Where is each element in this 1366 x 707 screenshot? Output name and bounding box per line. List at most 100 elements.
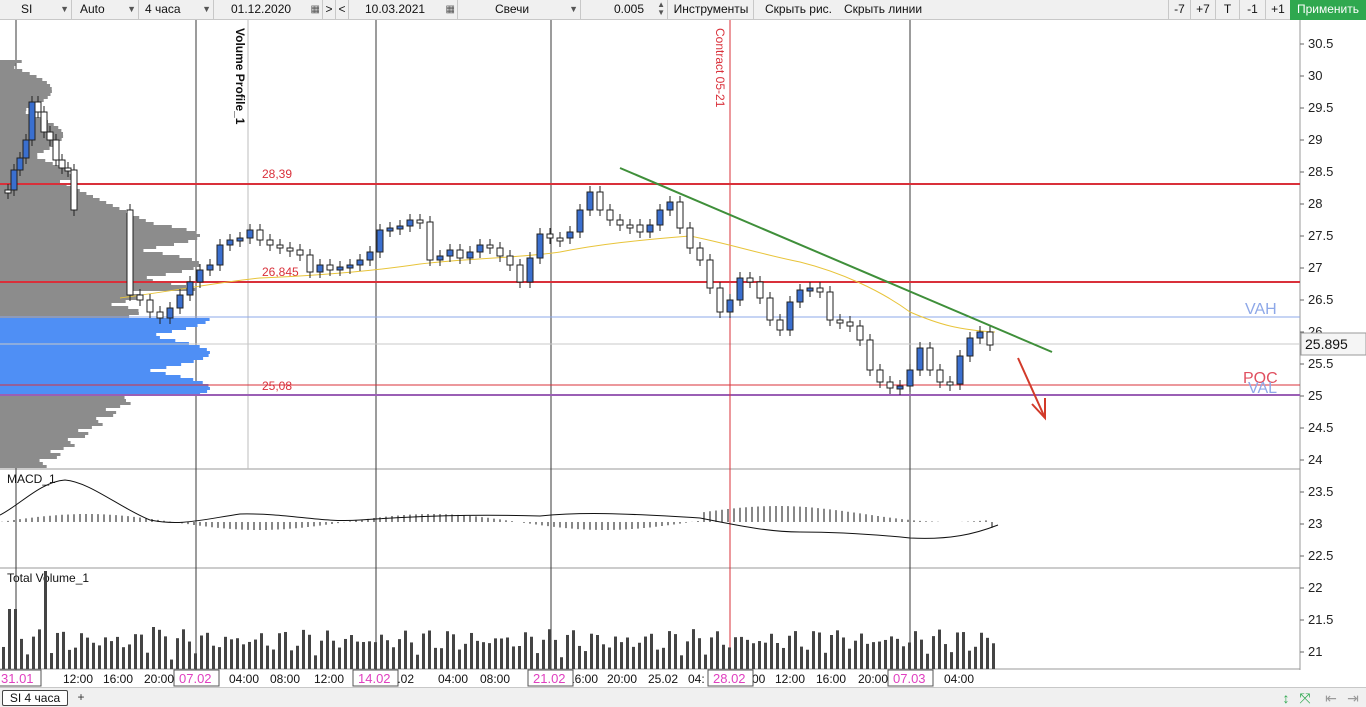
- profile-bar: [0, 387, 210, 390]
- time-tick-label: 04:: [688, 672, 705, 686]
- profile-bar: [0, 303, 112, 306]
- volume-bar: [278, 633, 281, 669]
- date-box: [352, 669, 399, 687]
- scroll-left-icon[interactable]: ⇤: [1325, 690, 1337, 706]
- symbol-select[interactable]: SI ▼: [0, 0, 72, 20]
- volume-bar: [986, 637, 989, 669]
- volume-bar: [734, 637, 737, 669]
- hide-lines-button[interactable]: Скрыть линии: [844, 0, 934, 20]
- status-bar: SI 4 часа + ↕ ⤧ ⇤ ⇥: [0, 687, 1366, 707]
- volume-bar: [152, 627, 155, 669]
- time-tick-label: 00: [752, 672, 766, 686]
- apply-button[interactable]: Применить: [1290, 0, 1366, 20]
- hide-drawings-button[interactable]: Скрыть рис.: [765, 0, 837, 20]
- volume-bar: [680, 655, 683, 669]
- volume-bar: [518, 645, 521, 669]
- profile-bar: [0, 300, 126, 303]
- volume-bar: [212, 645, 215, 669]
- volume-bar: [290, 650, 293, 669]
- add-tab-label: +: [77, 690, 85, 704]
- profile-bar: [0, 150, 44, 153]
- candle-body: [536, 233, 544, 259]
- profile-bar: [0, 363, 182, 366]
- volume-bar: [722, 644, 725, 669]
- price-tick-label: 27.5: [1308, 228, 1333, 243]
- volume-bar: [410, 642, 413, 669]
- candle-body: [836, 319, 844, 324]
- nav-next-button[interactable]: >: [323, 0, 336, 20]
- profile-bar: [0, 75, 37, 78]
- price-chart[interactable]: Contract 05-21 Volume Profile_1 28,39 26…: [0, 20, 1366, 687]
- profile-bar: [0, 120, 48, 123]
- date-to-picker[interactable]: 10.03.2021 ▦: [350, 0, 458, 20]
- candle-body: [506, 255, 514, 266]
- volume-bar: [782, 647, 785, 669]
- profile-bar: [0, 240, 189, 243]
- profile-bar: [0, 444, 75, 447]
- candle-body: [136, 294, 144, 301]
- profile-bar: [0, 324, 198, 327]
- candle-body: [166, 307, 174, 319]
- today-button[interactable]: T: [1215, 0, 1239, 20]
- candle-body: [346, 264, 354, 269]
- candle-body: [476, 244, 484, 253]
- candle-body: [886, 381, 894, 389]
- volume-bar: [530, 636, 533, 669]
- down-arrow-icon[interactable]: [1017, 357, 1046, 421]
- volume-bar: [404, 630, 407, 669]
- shift-minus1-button[interactable]: -1: [1239, 0, 1265, 20]
- price-tick-label: 30: [1308, 68, 1322, 83]
- date-box-label: 21.02: [533, 671, 566, 686]
- macd-label: MACD_1: [7, 472, 56, 486]
- price-axis[interactable]: 30.53029.52928.52827.52726.52625.52524.5…: [1300, 36, 1333, 659]
- profile-bar: [0, 414, 114, 417]
- candle-body: [4, 189, 12, 194]
- fit-screen-icon[interactable]: ⤧: [1299, 690, 1311, 706]
- candle-body: [486, 244, 494, 249]
- chart-type-select[interactable]: Свечи ▼: [459, 0, 581, 20]
- profile-bar: [0, 276, 147, 279]
- candle-body: [22, 139, 30, 159]
- date-from-picker[interactable]: 01.12.2020 ▦: [215, 0, 323, 20]
- add-tab-button[interactable]: +: [72, 690, 90, 706]
- timeframe-select[interactable]: 4 часа ▼: [140, 0, 214, 20]
- volume-bar: [824, 652, 827, 669]
- volume-bar: [20, 638, 23, 669]
- candle-body: [226, 239, 234, 246]
- profile-bar: [0, 177, 75, 180]
- vertical-resize-icon[interactable]: ↕: [1282, 690, 1290, 706]
- profile-bar: [0, 228, 187, 231]
- volume-bar: [956, 632, 959, 669]
- volume-bar: [902, 646, 905, 669]
- profile-bar: [0, 66, 15, 69]
- price-tick-label: 29.5: [1308, 100, 1333, 115]
- profile-bar: [0, 216, 140, 219]
- scale-select[interactable]: Auto ▼: [73, 0, 139, 20]
- shift-plus7-button[interactable]: +7: [1190, 0, 1215, 20]
- candle-body: [606, 209, 614, 221]
- shift-plus1-button[interactable]: +1: [1265, 0, 1290, 20]
- profile-bar: [0, 282, 172, 285]
- volume-bar: [614, 636, 617, 669]
- step-spinner[interactable]: 0.005 ▲ ▼: [582, 0, 668, 20]
- candle-body: [706, 259, 714, 289]
- candle-body: [406, 219, 414, 227]
- chart-tab-label: SI 4 часа: [9, 691, 61, 705]
- chart-tab[interactable]: SI 4 часа: [2, 690, 68, 706]
- candle-body: [696, 247, 704, 261]
- scroll-right-icon[interactable]: ⇥: [1347, 690, 1359, 706]
- nav-prev-button[interactable]: <: [336, 0, 349, 20]
- candle-body: [856, 325, 864, 341]
- time-axis[interactable]: 12:00 16:00 20:00 04:00 08:00 12:00 16.02 04:00…: [0, 669, 974, 687]
- instruments-button[interactable]: Инструменты: [669, 0, 754, 20]
- candle-body: [236, 237, 244, 242]
- volume-bar: [674, 634, 677, 669]
- volume-bar: [14, 609, 17, 669]
- volume-bar: [68, 649, 71, 669]
- profile-bar: [0, 261, 199, 264]
- candle-body: [58, 159, 66, 169]
- shift-minus7-button[interactable]: -7: [1168, 0, 1190, 20]
- volume-bar: [944, 644, 947, 669]
- shift-minus1-label: -1: [1247, 2, 1258, 16]
- trendline[interactable]: [619, 167, 1053, 353]
